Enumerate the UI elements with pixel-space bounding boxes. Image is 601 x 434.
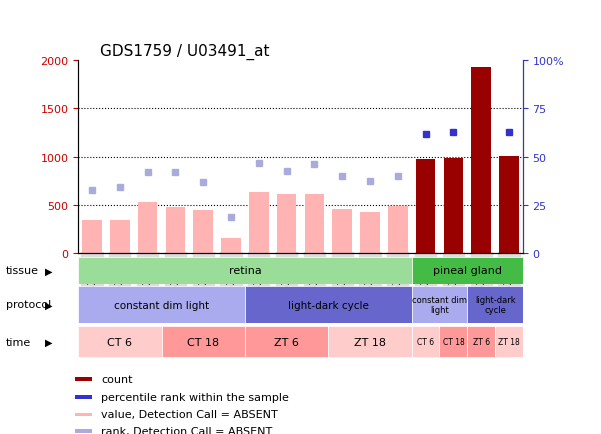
Text: count: count <box>101 374 133 384</box>
Text: CT 6: CT 6 <box>417 337 434 346</box>
Text: pineal gland: pineal gland <box>433 266 502 276</box>
Text: ▶: ▶ <box>45 266 52 276</box>
Bar <box>360 212 380 254</box>
Text: ▶: ▶ <box>45 300 52 309</box>
Text: ZT 6: ZT 6 <box>274 337 299 347</box>
Bar <box>499 156 519 254</box>
Text: ZT 18: ZT 18 <box>354 337 386 347</box>
Bar <box>76 377 92 381</box>
Bar <box>332 210 352 254</box>
Bar <box>277 195 296 254</box>
Bar <box>82 220 102 254</box>
Bar <box>76 429 92 433</box>
Text: CT 18: CT 18 <box>442 337 464 346</box>
Bar <box>78 286 245 323</box>
Text: GDS1759 / U03491_at: GDS1759 / U03491_at <box>100 43 270 59</box>
Bar <box>78 257 412 284</box>
Bar <box>328 326 412 358</box>
Text: constant dim light: constant dim light <box>114 300 209 310</box>
Bar <box>495 326 523 358</box>
Bar <box>138 203 157 254</box>
Bar <box>468 326 495 358</box>
Bar <box>194 210 213 254</box>
Bar <box>245 286 412 323</box>
Text: CT 18: CT 18 <box>187 337 219 347</box>
Text: retina: retina <box>228 266 261 276</box>
Bar <box>76 413 92 416</box>
Text: constant dim
light: constant dim light <box>412 295 467 315</box>
Bar <box>76 395 92 398</box>
Text: ▶: ▶ <box>45 337 52 347</box>
Bar <box>412 257 523 284</box>
Bar <box>110 220 130 254</box>
Bar <box>221 239 241 254</box>
Text: ZT 18: ZT 18 <box>498 337 520 346</box>
Text: protocol: protocol <box>6 300 51 309</box>
Bar <box>249 192 269 254</box>
Bar <box>166 207 185 254</box>
Text: time: time <box>6 337 31 347</box>
Text: light-dark
cycle: light-dark cycle <box>475 295 516 315</box>
Bar <box>412 326 439 358</box>
Bar <box>412 286 468 323</box>
Bar <box>468 286 523 323</box>
Text: value, Detection Call = ABSENT: value, Detection Call = ABSENT <box>101 409 278 419</box>
Text: rank, Detection Call = ABSENT: rank, Detection Call = ABSENT <box>101 426 272 434</box>
Text: ZT 6: ZT 6 <box>472 337 490 346</box>
Bar <box>162 326 245 358</box>
Bar <box>439 326 468 358</box>
Bar <box>471 68 491 254</box>
Bar <box>305 194 324 254</box>
Text: light-dark cycle: light-dark cycle <box>288 300 369 310</box>
Text: tissue: tissue <box>6 266 39 276</box>
Bar <box>444 158 463 254</box>
Bar <box>388 207 407 254</box>
Bar <box>78 326 162 358</box>
Bar <box>416 159 435 254</box>
Bar <box>245 326 328 358</box>
Text: CT 6: CT 6 <box>108 337 132 347</box>
Text: percentile rank within the sample: percentile rank within the sample <box>101 392 289 402</box>
